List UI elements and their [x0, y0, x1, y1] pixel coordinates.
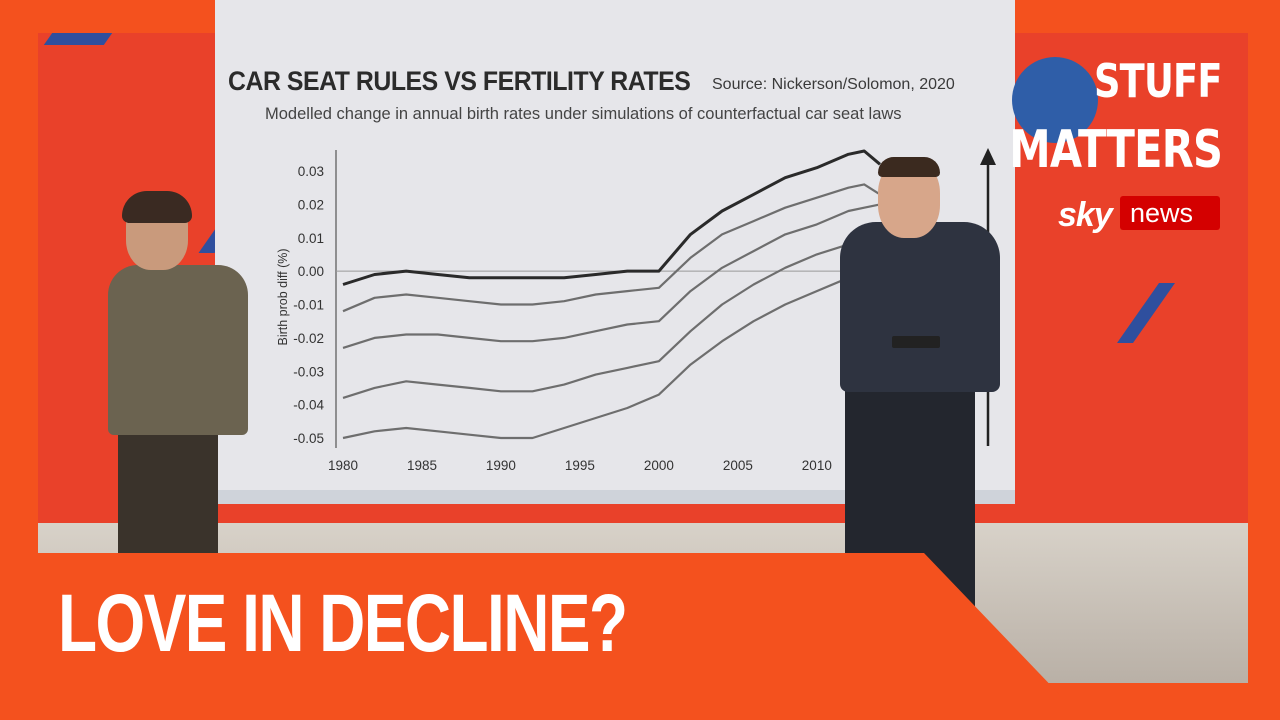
x-tick-label: 1990: [486, 458, 516, 473]
show-logo-line1: STUFF: [1094, 54, 1223, 108]
x-tick-label: 2000: [644, 458, 674, 473]
series-line: [342, 149, 881, 286]
series-line: [342, 203, 881, 349]
chart-source: Source: Nickerson/Solomon, 2020: [712, 76, 955, 93]
y-tick-label: -0.04: [293, 398, 324, 413]
screen-base: [215, 490, 1015, 504]
series-line: [342, 183, 881, 313]
news-badge: [1120, 196, 1220, 230]
x-tick-label: 2010: [802, 458, 832, 473]
logo-circle: [1012, 57, 1098, 143]
x-tick-label: 1995: [565, 458, 595, 473]
sky-logo: sky: [1058, 196, 1113, 234]
headline-banner: [0, 553, 1060, 695]
news-logo: news: [1130, 198, 1194, 228]
y-tick-label: -0.02: [293, 331, 324, 346]
y-tick-label: -0.01: [293, 298, 324, 313]
chart-title: CAR SEAT RULES VS FERTILITY RATES: [228, 66, 691, 96]
y-tick-label: 0.00: [298, 264, 324, 279]
y-tick-label: -0.05: [293, 431, 324, 446]
x-tick-label: 2005: [723, 458, 753, 473]
x-tick-label: 1985: [407, 458, 437, 473]
x-tick-label: 1980: [328, 458, 358, 473]
series-line: [342, 263, 881, 440]
y-axis-label: Birth prob diff (%): [276, 248, 290, 345]
y-tick-label: 0.02: [298, 197, 324, 212]
y-tick-label: -0.03: [293, 364, 324, 379]
show-logo-line2: MATTERS: [1009, 120, 1223, 180]
series-line: [342, 233, 881, 399]
side-arrow-head: [980, 148, 996, 165]
y-tick-label: 0.01: [298, 231, 324, 246]
y-tick-label: 0.03: [298, 164, 324, 179]
headline-text: LOVE IN DECLINE?: [58, 578, 628, 669]
tablet: [892, 336, 940, 348]
chart-subtitle: Modelled change in annual birth rates un…: [265, 105, 902, 123]
